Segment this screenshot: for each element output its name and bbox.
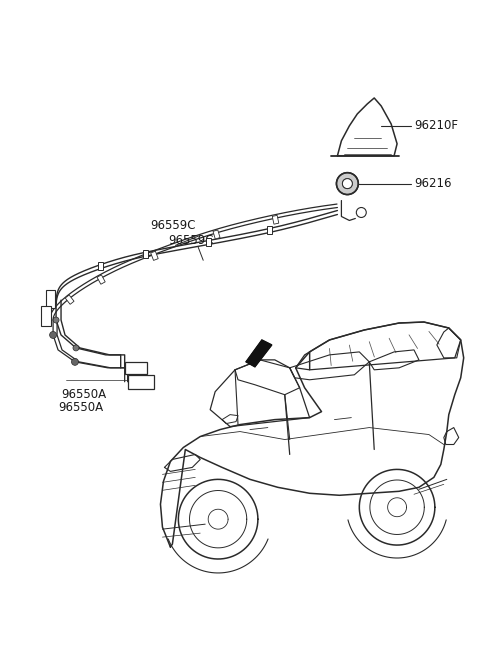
- Bar: [46, 290, 55, 308]
- Circle shape: [53, 317, 59, 323]
- Circle shape: [49, 331, 57, 339]
- Bar: [98, 262, 103, 270]
- Text: 96550A: 96550A: [58, 401, 103, 414]
- Bar: [41, 306, 51, 326]
- Bar: [97, 275, 105, 284]
- Circle shape: [72, 358, 78, 365]
- Text: 96559C: 96559C: [151, 219, 196, 232]
- Bar: [267, 226, 272, 234]
- Bar: [144, 250, 148, 258]
- Text: 96559C: 96559C: [168, 234, 214, 247]
- Text: 96550A: 96550A: [61, 388, 106, 402]
- Circle shape: [336, 173, 358, 195]
- Circle shape: [73, 345, 79, 351]
- Bar: [151, 252, 158, 261]
- Bar: [213, 230, 220, 239]
- Text: 96216: 96216: [414, 177, 452, 190]
- Bar: [272, 215, 279, 224]
- Circle shape: [342, 179, 352, 189]
- Bar: [206, 238, 211, 246]
- Polygon shape: [246, 340, 272, 367]
- Bar: [128, 375, 154, 388]
- Bar: [65, 295, 74, 305]
- Bar: [125, 362, 146, 374]
- Text: 96210F: 96210F: [414, 119, 458, 132]
